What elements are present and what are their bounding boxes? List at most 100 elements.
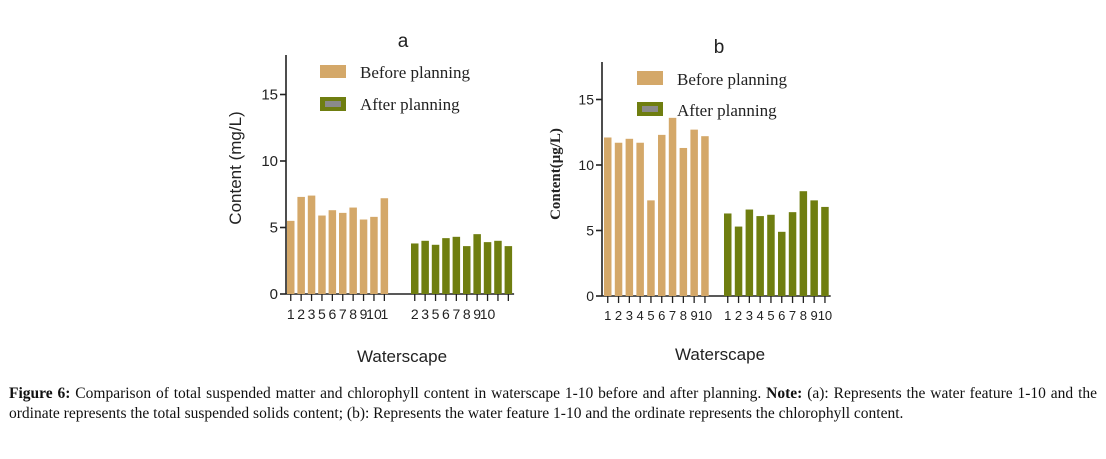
x-tick-label: 7 <box>339 306 347 322</box>
figure-caption: Figure 6: Comparison of total suspended … <box>9 384 1097 423</box>
bar-before-3 <box>307 195 316 294</box>
bar-after-1 <box>724 213 732 296</box>
legend-label-before: Before planning <box>360 63 470 82</box>
x-tick-label: 10 <box>480 306 496 322</box>
panel-b-ylabel: Content(μg/L) <box>548 128 564 220</box>
x-tick-label: 3 <box>746 308 753 323</box>
x-tick-label: 5 <box>647 308 654 323</box>
caption-note-label: Note: <box>766 385 803 402</box>
y-tick-label: 15 <box>261 87 278 104</box>
x-tick-label: 6 <box>778 308 785 323</box>
legend-label-before: Before planning <box>677 70 787 89</box>
bar-after-3 <box>745 209 754 296</box>
x-tick-label: 1 <box>380 306 388 322</box>
y-tick-label: 0 <box>270 286 278 303</box>
x-tick-label: 3 <box>308 306 316 322</box>
x-tick-label: 1 <box>287 306 295 322</box>
panel-b-xticks: 1 2 3 4 5 6 7 8 9 10 1 2 3 4 5 6 7 8 9 10 <box>604 296 832 323</box>
x-tick-label: 9 <box>473 306 481 322</box>
bar-after-3 <box>431 244 440 294</box>
x-tick-label: 6 <box>658 308 665 323</box>
y-tick-label: 10 <box>261 153 278 170</box>
bar-before-9 <box>690 129 698 296</box>
y-tick-label: 5 <box>586 223 594 239</box>
x-tick-label: 7 <box>669 308 676 323</box>
bar-after-1 <box>411 243 419 294</box>
caption-text: Comparison of total suspended matter and… <box>70 385 767 402</box>
x-tick-label: 8 <box>800 308 807 323</box>
bar-before-7 <box>668 117 677 296</box>
bar-after-8 <box>483 242 492 294</box>
x-tick-label: 5 <box>432 306 440 322</box>
x-tick-label: 2 <box>615 308 622 323</box>
legend-label-after: After planning <box>677 101 777 120</box>
bar-after-5 <box>767 214 775 296</box>
x-tick-label: 7 <box>789 308 796 323</box>
x-tick-label: 5 <box>318 306 326 322</box>
bar-after-4 <box>442 238 450 294</box>
bar-after-6 <box>463 246 471 294</box>
panel-a-label: a <box>398 31 409 52</box>
x-tick-label: 4 <box>757 308 764 323</box>
panel-a-ylabel: Content (mg/L) <box>226 111 245 224</box>
x-tick-label: 10 <box>698 308 712 323</box>
bar-after-6 <box>778 231 786 296</box>
bar-before-10 <box>701 136 709 296</box>
bar-before-4 <box>636 142 644 296</box>
bar-before-7 <box>349 207 357 294</box>
panel-b-legend: Before planning After planning <box>637 70 787 120</box>
legend-label-after: After planning <box>360 95 460 114</box>
x-tick-label: 5 <box>767 308 774 323</box>
x-tick-label: 7 <box>452 306 460 322</box>
bar-after-2 <box>421 240 429 294</box>
panel-a-bars <box>287 195 513 294</box>
bar-before-1 <box>287 220 295 294</box>
x-tick-label: 9 <box>811 308 818 323</box>
legend-swatch-before <box>637 71 663 85</box>
bar-before-3 <box>625 138 634 296</box>
x-tick-label: 9 <box>360 306 368 322</box>
bar-before-5 <box>328 210 337 294</box>
y-tick-label: 15 <box>578 92 594 108</box>
y-tick-label: 5 <box>270 220 278 237</box>
x-tick-label: 8 <box>680 308 687 323</box>
bar-before-9 <box>370 216 378 294</box>
x-tick-label: 2 <box>411 306 419 322</box>
x-tick-label: 3 <box>626 308 633 323</box>
bar-before-4 <box>318 215 326 294</box>
bar-after-9 <box>810 200 818 296</box>
legend-swatch-after-inner <box>642 106 658 112</box>
panel-b-xlabel: Waterscape <box>675 345 765 364</box>
bar-after-4 <box>756 216 764 296</box>
x-tick-label: 2 <box>297 306 305 322</box>
panel-a-legend: Before planning After planning <box>320 63 470 114</box>
x-tick-label: 8 <box>463 306 471 322</box>
bar-before-8 <box>359 219 368 294</box>
panel-b-label: b <box>714 37 725 58</box>
bar-after-7 <box>788 212 797 296</box>
y-tick-label: 10 <box>578 157 594 173</box>
legend-swatch-before <box>320 65 346 78</box>
bar-before-10 <box>380 198 389 294</box>
bar-before-1 <box>604 137 612 296</box>
bar-after-10 <box>504 246 513 294</box>
bar-after-2 <box>734 226 743 296</box>
x-tick-label: 2 <box>735 308 742 323</box>
x-tick-label: 10 <box>366 306 382 322</box>
bar-after-9 <box>494 240 502 294</box>
x-tick-label: 1 <box>604 308 611 323</box>
bar-before-2 <box>614 142 623 296</box>
x-tick-label: 1 <box>724 308 731 323</box>
caption-note-text: (a): Represents the water feature 1-10 a… <box>9 385 1097 422</box>
x-tick-label: 9 <box>691 308 698 323</box>
bar-after-5 <box>452 236 461 294</box>
panel-a-xlabel: Waterscape <box>357 347 447 366</box>
x-tick-label: 3 <box>421 306 429 322</box>
bar-before-8 <box>679 147 688 296</box>
bar-before-6 <box>658 134 666 296</box>
x-tick-label: 10 <box>818 308 832 323</box>
